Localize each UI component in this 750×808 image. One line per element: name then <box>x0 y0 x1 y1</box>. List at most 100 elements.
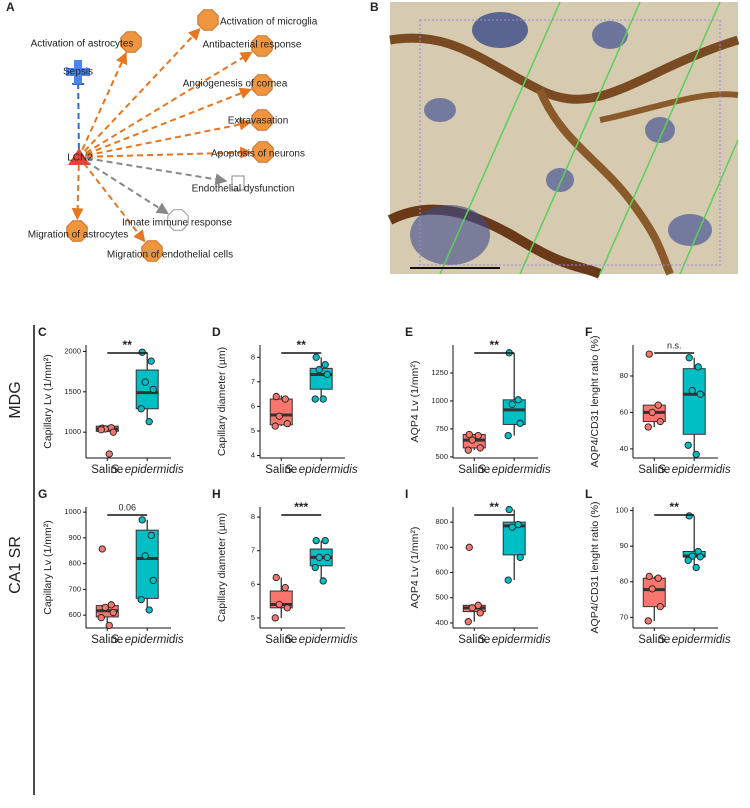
node-shape <box>231 175 245 191</box>
data-point <box>514 396 522 404</box>
data-point <box>323 553 331 562</box>
data-point <box>315 553 323 562</box>
data-point <box>281 395 289 403</box>
data-point <box>645 572 653 581</box>
panel-label: G <box>38 487 47 501</box>
y-tick-label: 700 <box>435 542 448 551</box>
data-point <box>311 563 319 572</box>
data-point <box>696 390 704 398</box>
data-point <box>476 444 484 452</box>
data-point <box>474 431 482 440</box>
y-tick-label: 6 <box>251 579 255 588</box>
data-point <box>516 553 524 562</box>
y-axis-title: Capillary Lv (1/mm²) <box>42 354 54 449</box>
x-tick-label: S. epidermidis <box>111 464 184 476</box>
row-label: CA1 SR <box>7 536 24 594</box>
box <box>269 398 293 426</box>
data-point <box>474 601 482 609</box>
edge <box>77 83 80 150</box>
data-point <box>312 353 320 361</box>
data-point <box>275 600 283 609</box>
y-tick-label: 500 <box>435 593 448 602</box>
significance-label: ** <box>123 338 133 352</box>
data-point <box>692 563 700 572</box>
y-tick-label: 7 <box>251 546 255 555</box>
panel-label: A <box>6 0 15 14</box>
data-point <box>654 401 662 409</box>
y-tick-label: 1000 <box>64 507 81 516</box>
x-tick-label: S. epidermidis <box>111 634 184 646</box>
y-tick-label: 2000 <box>64 346 81 355</box>
data-point <box>656 602 664 611</box>
y-tick-label: 80 <box>620 371 628 380</box>
data-point <box>465 430 473 439</box>
data-point <box>464 618 472 626</box>
y-tick-label: 400 <box>435 618 448 627</box>
y-tick-label: 90 <box>620 541 628 550</box>
data-point <box>465 543 473 551</box>
y-axis-title: AQP4 Lv (1/mm²) <box>409 527 421 609</box>
y-axis-title: Capillary diameter (µm) <box>216 513 228 622</box>
data-point <box>271 614 279 622</box>
y-tick-label: 100 <box>615 506 628 515</box>
data-point <box>137 405 145 413</box>
y-axis-title: Capillary Lv (1/mm²) <box>42 520 54 615</box>
x-tick-label: Saline <box>638 634 670 646</box>
node-label: LCN2 <box>67 153 93 164</box>
panel-label: H <box>212 487 221 501</box>
panel-label: L <box>585 487 592 501</box>
x-tick-label: Saline <box>458 464 490 476</box>
edge <box>86 87 252 156</box>
data-point <box>644 423 652 431</box>
data-point <box>137 596 145 604</box>
data-point <box>319 395 327 403</box>
node-label: Migration of astrocytes <box>28 230 129 241</box>
x-tick-label: S. epidermidis <box>658 464 731 476</box>
y-tick-label: 70 <box>620 612 628 621</box>
y-tick-label: 1000 <box>431 396 448 405</box>
edge <box>86 157 228 186</box>
x-tick-label: S. epidermidis <box>285 634 358 646</box>
y-tick-label: 600 <box>68 610 81 619</box>
data-point <box>105 621 113 630</box>
y-tick-label: 900 <box>68 533 81 542</box>
data-point <box>98 545 106 553</box>
x-tick-label: Saline <box>458 634 490 646</box>
data-point <box>271 422 279 430</box>
y-tick-label: 6 <box>251 401 255 410</box>
data-point <box>645 350 653 358</box>
y-tick-label: 500 <box>435 452 448 461</box>
node-shape <box>167 209 189 231</box>
data-point <box>149 576 157 585</box>
node-label: Antibacterial response <box>203 40 302 51</box>
data-point <box>648 585 656 593</box>
data-point <box>685 512 693 520</box>
data-point <box>684 441 692 449</box>
edge <box>81 51 128 151</box>
edge <box>86 146 253 159</box>
y-axis-title: Capillary diameter (µm) <box>216 347 228 456</box>
box <box>502 521 526 556</box>
y-tick-label: 600 <box>435 568 448 577</box>
y-tick-label: 1250 <box>431 368 448 377</box>
y-tick-label: 800 <box>435 517 448 526</box>
node-label: Endothelial dysfunction <box>192 184 295 195</box>
data-point <box>145 418 153 426</box>
data-point <box>97 614 105 622</box>
data-point <box>105 450 113 458</box>
data-point <box>311 395 319 403</box>
data-point <box>464 446 472 454</box>
node-shape <box>252 141 274 163</box>
data-point <box>508 523 516 531</box>
panel-label: I <box>405 487 408 501</box>
node-label: Apoptosis of neurons <box>211 149 305 160</box>
panel-label: C <box>38 325 47 339</box>
significance-label: ** <box>670 500 680 514</box>
y-tick-label: 5 <box>251 613 255 622</box>
node-shape <box>66 60 90 84</box>
y-tick-label: 7 <box>251 377 255 386</box>
x-tick-label: S. epidermidis <box>478 464 551 476</box>
y-tick-label: 60 <box>620 407 628 416</box>
data-point <box>476 609 484 617</box>
